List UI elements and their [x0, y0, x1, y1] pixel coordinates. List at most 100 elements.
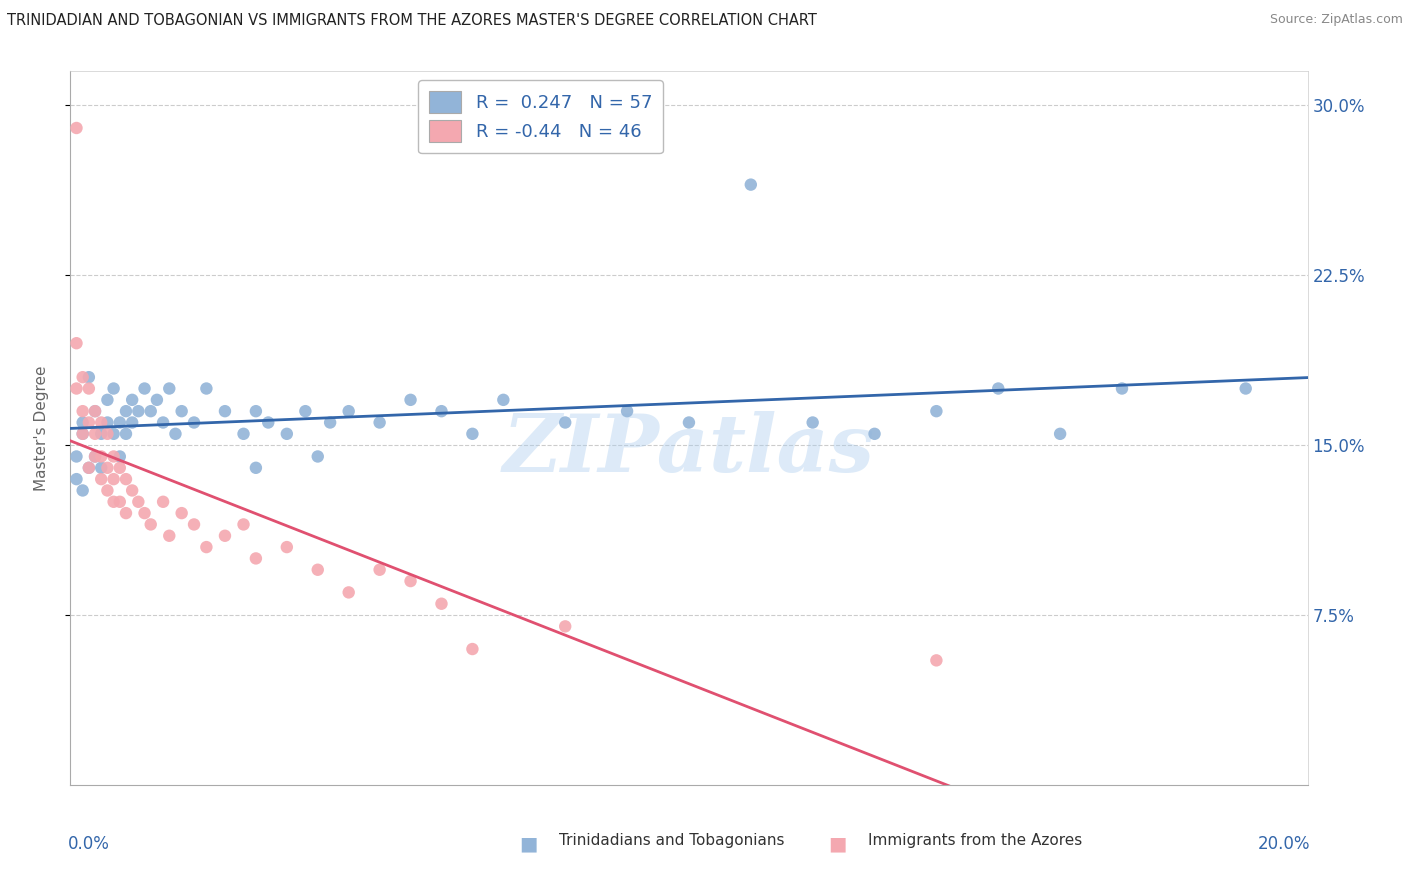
Point: [103, 495, 125, 509]
Point: [72, 426, 94, 441]
Text: Source: ZipAtlas.com: Source: ZipAtlas.com: [1270, 13, 1403, 27]
Point: [121, 392, 143, 407]
Point: [108, 495, 131, 509]
Point: [103, 426, 125, 441]
Text: TRINIDADIAN AND TOBAGONIAN VS IMMIGRANTS FROM THE AZORES MASTER'S DEGREE CORRELA: TRINIDADIAN AND TOBAGONIAN VS IMMIGRANTS…: [7, 13, 817, 29]
Point: [139, 404, 162, 418]
Point: [461, 426, 484, 441]
Point: [90, 426, 112, 441]
Point: [108, 450, 131, 464]
Point: [103, 382, 125, 396]
Point: [72, 416, 94, 430]
Point: [368, 563, 391, 577]
Point: [245, 551, 267, 566]
Point: [183, 517, 205, 532]
Point: [554, 416, 576, 430]
Point: [195, 382, 218, 396]
Point: [214, 529, 236, 543]
Point: [276, 540, 298, 554]
Point: [90, 472, 112, 486]
Point: [108, 416, 131, 430]
Point: [115, 506, 138, 520]
Point: [103, 472, 125, 486]
Point: [554, 619, 576, 633]
Point: [84, 404, 107, 418]
Point: [170, 404, 193, 418]
Point: [925, 404, 948, 418]
Point: [84, 450, 107, 464]
Point: [337, 585, 360, 599]
Point: [276, 426, 298, 441]
Point: [987, 382, 1010, 396]
Point: [245, 460, 267, 475]
Point: [307, 450, 329, 464]
Point: [103, 450, 125, 464]
Point: [121, 483, 143, 498]
Point: [152, 495, 174, 509]
Point: [72, 483, 94, 498]
Point: [863, 426, 886, 441]
Legend: R =  0.247   N = 57, R = -0.44   N = 46: R = 0.247 N = 57, R = -0.44 N = 46: [418, 80, 664, 153]
Point: [121, 416, 143, 430]
Point: [96, 416, 118, 430]
Text: Trinidadians and Tobagonians: Trinidadians and Tobagonians: [560, 833, 785, 847]
Point: [96, 426, 118, 441]
Point: [319, 416, 342, 430]
Text: ■: ■: [519, 835, 537, 854]
Point: [90, 450, 112, 464]
Point: [368, 416, 391, 430]
Point: [84, 404, 107, 418]
Point: [925, 653, 948, 667]
Point: [157, 529, 180, 543]
Text: Immigrants from the Azores: Immigrants from the Azores: [869, 833, 1083, 847]
Point: [399, 392, 422, 407]
Point: [127, 404, 149, 418]
Text: ■: ■: [828, 835, 846, 854]
Point: [134, 506, 156, 520]
Point: [84, 426, 107, 441]
Point: [678, 416, 700, 430]
Point: [72, 426, 94, 441]
Point: [1111, 382, 1133, 396]
Point: [214, 404, 236, 418]
Y-axis label: Master's Degree: Master's Degree: [35, 366, 49, 491]
Point: [84, 450, 107, 464]
Point: [430, 404, 453, 418]
Point: [461, 642, 484, 657]
Point: [127, 495, 149, 509]
Point: [307, 563, 329, 577]
Point: [430, 597, 453, 611]
Point: [165, 426, 187, 441]
Point: [77, 382, 100, 396]
Text: ZIPatlas: ZIPatlas: [503, 411, 875, 488]
Point: [139, 517, 162, 532]
Point: [72, 404, 94, 418]
Point: [77, 460, 100, 475]
Point: [65, 472, 87, 486]
Point: [90, 416, 112, 430]
Point: [399, 574, 422, 588]
Point: [801, 416, 824, 430]
Point: [96, 460, 118, 475]
Point: [195, 540, 218, 554]
Point: [77, 370, 100, 384]
Point: [90, 460, 112, 475]
Point: [96, 392, 118, 407]
Point: [65, 120, 87, 135]
Point: [1234, 382, 1257, 396]
Point: [337, 404, 360, 418]
Point: [115, 472, 138, 486]
Point: [146, 392, 169, 407]
Text: 0.0%: 0.0%: [67, 835, 110, 853]
Point: [157, 382, 180, 396]
Point: [65, 450, 87, 464]
Point: [115, 404, 138, 418]
Point: [245, 404, 267, 418]
Point: [77, 416, 100, 430]
Point: [72, 370, 94, 384]
Text: 20.0%: 20.0%: [1257, 835, 1310, 853]
Point: [108, 460, 131, 475]
Point: [152, 416, 174, 430]
Point: [96, 483, 118, 498]
Point: [492, 392, 515, 407]
